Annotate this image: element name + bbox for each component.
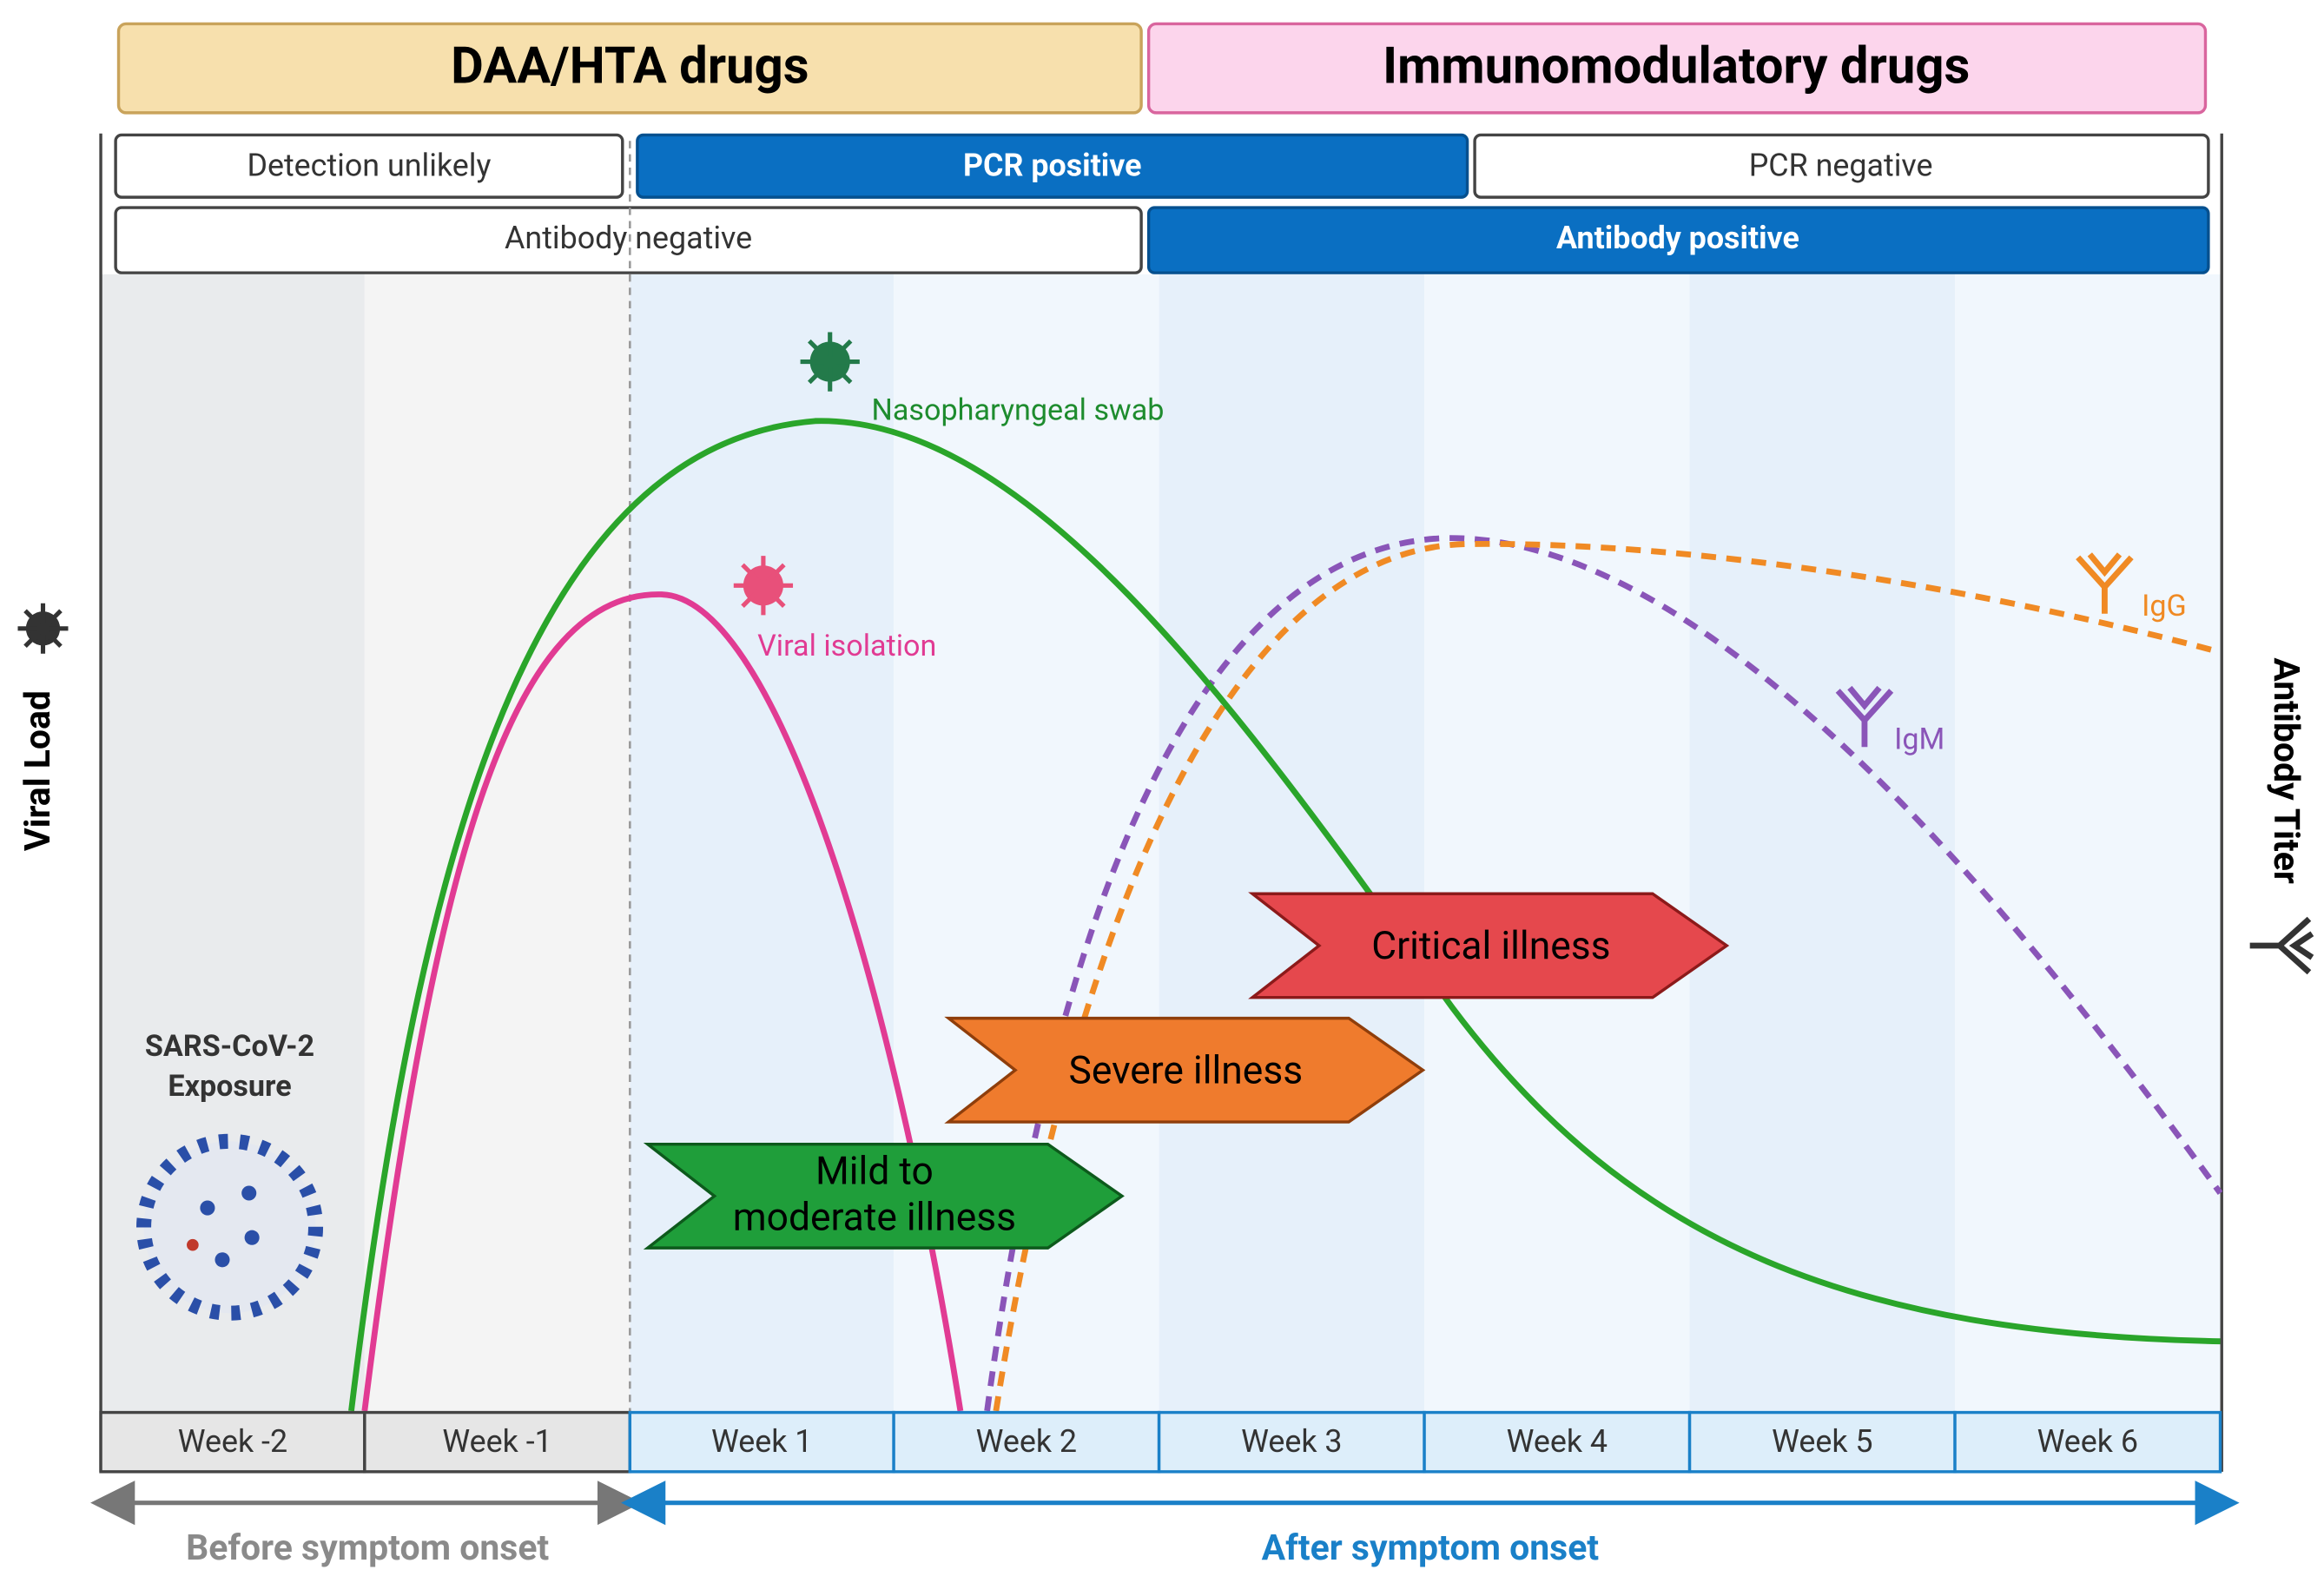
status-label: Detection unlikely [247, 147, 491, 183]
antibody-icon [1835, 685, 1894, 748]
status-label: Antibody negative [505, 220, 752, 256]
virus-icon [17, 603, 69, 654]
drug-label: DAA/HTA drugs [451, 37, 809, 96]
virus-icon [733, 556, 794, 616]
status-label: PCR negative [1749, 147, 1933, 183]
week-label: Week 1 [711, 1423, 812, 1460]
axis-label: Antibody Titer [2266, 657, 2307, 884]
illness-arrow [1248, 892, 1730, 999]
week-bands [101, 274, 2221, 1413]
status-label: PCR positive [963, 147, 1142, 183]
week-row: Week -2 Week -1 Week 1 Week 2 Week 3 Week 4 We… [99, 1410, 2222, 1474]
curve-label: Viral isolation [757, 629, 936, 663]
illness-arrow [643, 1142, 1125, 1250]
illness-label: moderate illness [733, 1194, 1016, 1239]
exposure-label: SARS-CoV-2 [145, 1029, 314, 1064]
drug-box [1146, 22, 2208, 115]
week-cell [99, 1410, 366, 1474]
axis-label: Viral Load [17, 690, 58, 851]
week-label: Week 5 [1772, 1423, 1872, 1460]
period-label: Before symptom onset [186, 1527, 549, 1568]
sars-cov-2-particle [136, 1133, 324, 1321]
week-cell [1687, 1410, 1957, 1474]
week-label: Week -1 [442, 1423, 551, 1460]
curve-label: IgG [2142, 589, 2187, 623]
status-box [1473, 133, 2210, 199]
week-label: Week 3 [1241, 1423, 1342, 1460]
week-cell [1157, 1410, 1426, 1474]
isolation-curve [361, 591, 964, 1412]
curve-label: IgM [1894, 722, 1944, 756]
status-box [114, 206, 1143, 274]
illness-arrow [944, 1016, 1426, 1124]
week-cell [1953, 1410, 2222, 1474]
week-cell [1423, 1410, 1692, 1474]
week-label: Week 6 [2037, 1423, 2138, 1460]
illness-label: Critical illness [1371, 923, 1610, 968]
status-label: Antibody positive [1556, 220, 1799, 256]
antibody-icon [2076, 552, 2134, 614]
swab-curve [348, 418, 2221, 1412]
exposure-label: Exposure [168, 1069, 291, 1104]
virus-icon [800, 332, 860, 392]
illness-label: Mild to [815, 1149, 934, 1194]
status-box [1146, 206, 2210, 274]
week-cell [363, 1410, 632, 1474]
drug-label: Immunomodulatory drugs [1383, 37, 1970, 96]
period-label: After symptom onset [1262, 1527, 1600, 1568]
status-box [636, 133, 1469, 199]
antibody-icon [2249, 916, 2314, 975]
week-label: Week 2 [976, 1423, 1077, 1460]
week-cell [628, 1410, 895, 1474]
illness-label: Severe illness [1068, 1047, 1303, 1092]
week-label: Week 4 [1507, 1423, 1608, 1460]
status-box [114, 133, 624, 199]
week-label: Week -2 [178, 1423, 287, 1460]
drug-box [116, 22, 1143, 115]
curve-label: Nasopharyngeal swab [872, 393, 1165, 428]
week-cell [892, 1410, 1161, 1474]
